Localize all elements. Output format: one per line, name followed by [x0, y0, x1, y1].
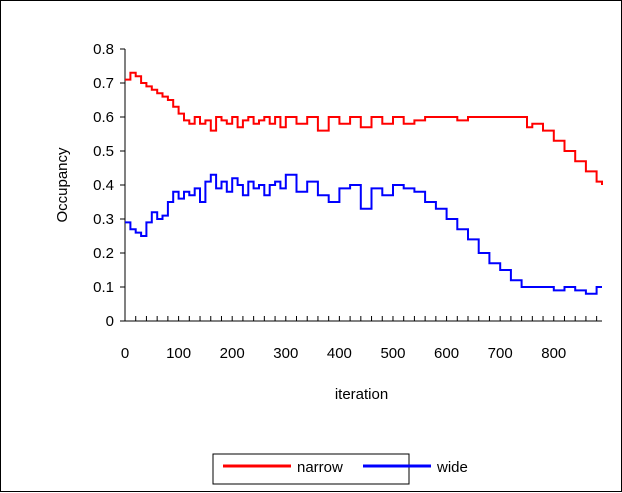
x-axis-title: iteration [335, 386, 388, 403]
series-line-wide [125, 173, 602, 295]
legend: narrow wide [212, 453, 468, 485]
y-tick-label: 0.4 [93, 177, 114, 194]
y-tick-label: 0.3 [93, 211, 114, 228]
legend-box [212, 453, 410, 485]
y-tick-label: 0.2 [93, 245, 114, 262]
y-tick-label: 0.1 [93, 279, 114, 296]
x-tick-label: 0 [121, 345, 129, 362]
y-tick-label: 0.5 [93, 143, 114, 160]
x-tick-label: 800 [541, 345, 566, 362]
x-tick-label: 300 [273, 345, 298, 362]
y-tick-label: 0.8 [93, 41, 114, 58]
x-tick-label: 600 [434, 345, 459, 362]
axes: 0 0.1 0.2 0.3 0.4 0.5 0.6 0.7 0.8 0 100 200 300 400 50… [93, 41, 602, 362]
x-tick-label: 100 [166, 345, 191, 362]
x-tick-label: 500 [380, 345, 405, 362]
series-layer [125, 71, 603, 295]
y-tick-label: 0.6 [93, 109, 114, 126]
legend-label-narrow: narrow [297, 459, 343, 476]
series-line-narrow [125, 71, 603, 185]
x-tick-label: 200 [220, 345, 245, 362]
y-tick-label: 0.7 [93, 75, 114, 92]
x-tick-label: 400 [327, 345, 352, 362]
legend-label-wide: wide [436, 459, 468, 476]
y-axis-title: Occupancy [54, 147, 71, 223]
y-tick-label: 0 [106, 313, 114, 330]
x-tick-label: 700 [488, 345, 513, 362]
